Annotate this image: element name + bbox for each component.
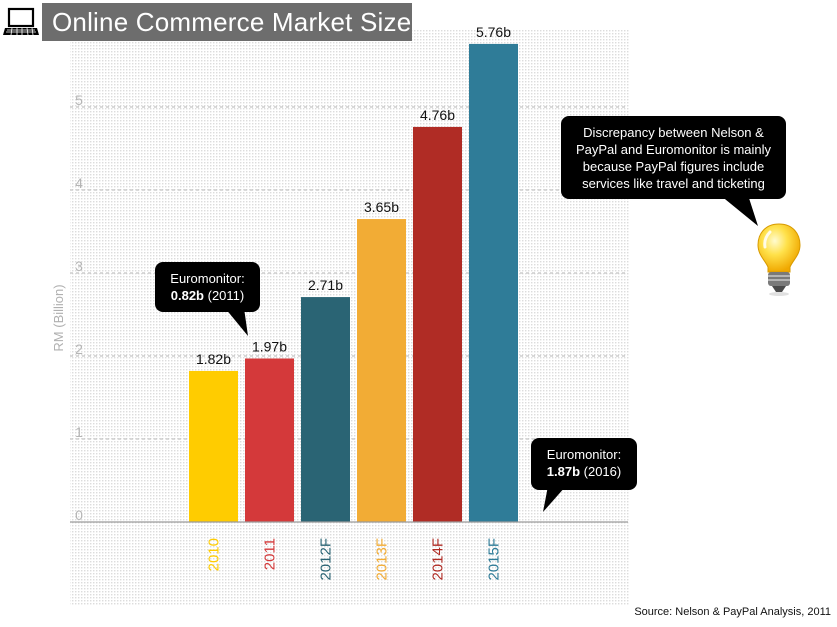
callout-2016-pointer (543, 486, 566, 512)
y-tick-label: 1 (75, 424, 83, 440)
callout-2016-value: 1.87b (546, 464, 581, 479)
laptop-icon (3, 7, 39, 36)
callout-2011-pointer (225, 308, 248, 336)
bar-2010 (189, 370, 238, 522)
bars (189, 43, 518, 523)
category-label-2014F: 2014F (430, 538, 447, 581)
bar-2013F (357, 219, 406, 523)
y-tick-labels: 0 1 2 3 4 5 (75, 92, 83, 523)
callout-2011-year: (2011) (207, 288, 245, 303)
callout-2011-value: 0.82b (170, 288, 204, 303)
value-label-2015F: 5.76b (476, 24, 511, 40)
callout-2016-line1: Euromonitor: (546, 447, 622, 462)
callout-euromonitor-2016: Euromonitor: 1.87b (2016) (531, 438, 637, 490)
category-label-2011: 2011 (262, 538, 279, 570)
page-title: Online Commerce Market Size (52, 6, 412, 37)
value-label-2011: 1.97b (252, 338, 287, 354)
value-label-2012F: 2.71b (308, 277, 343, 293)
bar-2011 (245, 358, 294, 522)
callout-2011-line1: Euromonitor: (170, 271, 245, 286)
y-tick-label: 5 (75, 92, 83, 108)
bar-2012F (301, 297, 350, 522)
bar-2014F (413, 126, 462, 523)
callout-2016-year: (2016) (583, 464, 622, 479)
value-label-2010: 1.82b (196, 351, 231, 367)
value-label-2014F: 4.76b (420, 107, 455, 123)
callout-2011-line2: 0.82b (2011) (155, 287, 260, 304)
discrepancy-line1: Discrepancy between Nelson & (583, 125, 764, 140)
y-tick-label: 2 (75, 341, 83, 357)
callout-discrepancy-pointer (720, 195, 758, 226)
title-bar: Online Commerce Market Size (42, 3, 412, 41)
callout-euromonitor-2011: Euromonitor: 0.82b (2011) (155, 262, 260, 312)
y-tick-label: 4 (75, 175, 83, 191)
bar-2015F (469, 43, 518, 523)
callout-discrepancy: Discrepancy between Nelson & PayPal and … (561, 116, 786, 199)
y-axis-label: RM (Billion) (51, 284, 66, 351)
category-label-2015F: 2015F (486, 538, 503, 581)
source-note: Source: Nelson & PayPal Analysis, 2011 (634, 606, 831, 618)
discrepancy-line4: services like travel and ticketing (582, 176, 765, 191)
discrepancy-line3: because PayPal figures include (582, 159, 765, 174)
category-label-2013F: 2013F (374, 538, 391, 581)
y-tick-label: 3 (75, 258, 83, 274)
value-label-2013F: 3.65b (364, 199, 399, 215)
category-labels: 2010 2011 2012F 2013F 2014F 2015F (206, 538, 503, 581)
callout-2016-line2: 1.87b (2016) (531, 463, 637, 480)
lightbulb-icon (757, 223, 801, 296)
y-tick-label: 0 (75, 507, 83, 523)
category-label-2012F: 2012F (318, 538, 335, 581)
category-label-2010: 2010 (206, 538, 223, 571)
value-labels: 1.82b 1.97b 2.71b 3.65b 4.76b 5.76b (196, 24, 511, 367)
discrepancy-line2: PayPal and Euromonitor is mainly (575, 142, 772, 157)
